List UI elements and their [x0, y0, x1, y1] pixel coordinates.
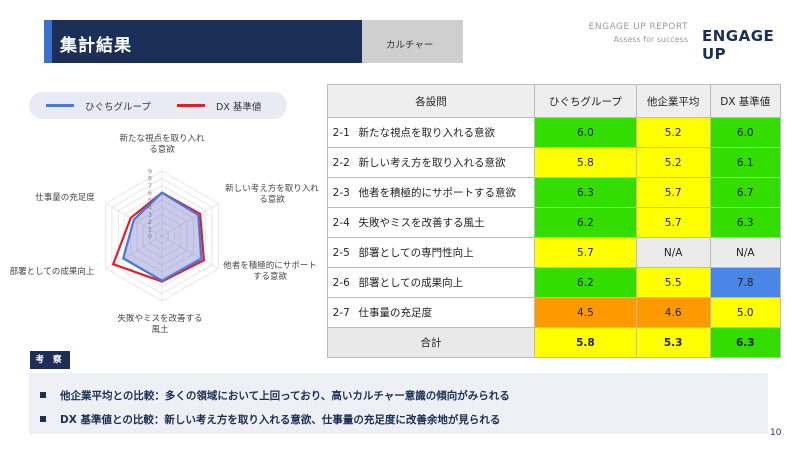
radar-tick-label: 0	[148, 233, 152, 241]
row-question: 失敗やミスを改善する風土	[354, 207, 535, 238]
value-group: 5.8	[534, 147, 637, 178]
section-tab	[362, 20, 463, 63]
radar-axis-label: 新しい考え方を取り入れ	[225, 183, 319, 194]
title-bar	[44, 20, 362, 63]
value-dx: 6.3	[709, 207, 782, 238]
score-table: 各設問 ひぐちグループ 他企業平均 DX 基準値 2-1 新たな視点を取り入れる意…	[327, 84, 782, 358]
total-value-group: 5.8	[534, 327, 637, 358]
radar-tick-label: 1	[148, 225, 152, 233]
insight-item: DX 基準値との比較：新しい考え方を取り入れる意欲、仕事量の充足度に改善余地が見…	[40, 412, 500, 427]
table-row: 2-6 部署としての成果向上 6.2 5.5 7.8	[327, 267, 782, 298]
value-group: 5.7	[534, 237, 637, 268]
value-dx: N/A	[709, 237, 782, 268]
value-average: 5.2	[635, 147, 711, 178]
insight-item: 他企業平均との比較：多くの領域において上回っており、高いカルチャー意識の傾向がみ…	[40, 388, 510, 403]
table-row: 2-3 他者を積極的にサポートする意欲 6.3 5.7 6.7	[327, 177, 782, 208]
row-question: 新しい考え方を取り入れる意欲	[354, 147, 535, 178]
row-number: 2-4	[327, 207, 355, 238]
row-question: 部署としての専門性向上	[354, 237, 535, 268]
radar-tick-label: 6	[148, 189, 152, 197]
total-value-dx: 6.3	[709, 327, 782, 358]
header-dx: DX 基準値	[709, 84, 782, 118]
insight-text: 他企業平均との比較：多くの領域において上回っており、高いカルチャー意識の傾向がみ…	[60, 390, 510, 402]
radar-chart: 0123456789新たな視点を取り入れる意欲新しい考え方を取り入れる意欲他者を…	[10, 133, 320, 335]
radar-tick-label: 8	[148, 175, 152, 183]
value-group: 6.2	[534, 267, 637, 298]
radar-axis-label: する意欲	[253, 271, 288, 282]
legend-label-series1: ひぐちグループ	[85, 102, 151, 113]
value-group: 4.5	[534, 297, 637, 328]
radar-axis-label: る意欲	[149, 144, 175, 155]
row-question: 部署としての成果向上	[354, 267, 535, 298]
radar-spoke	[105, 235, 163, 269]
radar-axis-label: 他者を積極的にサポート	[223, 260, 317, 271]
report-name: ENGAGE UP REPORT	[588, 22, 688, 32]
radar-tick-label: 3	[148, 211, 152, 219]
legend-line-series1	[46, 104, 74, 107]
row-question: 仕事量の充足度	[354, 297, 535, 328]
value-group: 6.3	[534, 177, 637, 208]
insight-text: DX 基準値との比較：新しい考え方を取り入れる意欲、仕事量の充足度に改善余地が見…	[60, 414, 501, 426]
radar-tick-label: 4	[148, 204, 152, 212]
radar-axis-label: 新たな視点を取り入れ	[119, 133, 205, 144]
table-row: 2-2 新しい考え方を取り入れる意欲 5.8 5.2 6.1	[327, 147, 782, 178]
value-dx: 6.0	[709, 117, 782, 148]
radar-axis-label: る意欲	[259, 194, 285, 205]
total-row: 合計 5.8 5.3 6.3	[327, 327, 782, 358]
radar-series-group	[121, 191, 203, 283]
value-average: 5.7	[635, 177, 711, 208]
header-average: 他企業平均	[635, 84, 711, 118]
radar-axis-label: 風土	[151, 324, 169, 335]
radar-spoke	[161, 203, 219, 237]
insight-label: 考 察	[30, 351, 70, 369]
radar-tick-label: 7	[148, 182, 152, 190]
row-number: 2-6	[327, 267, 355, 298]
table-row: 2-4 失敗やミスを改善する風土 6.2 5.7 6.3	[327, 207, 782, 238]
row-number: 2-5	[327, 237, 355, 268]
value-dx: 7.8	[709, 267, 782, 298]
radar-axis-label: 失敗やミスを改善する	[117, 313, 202, 324]
value-group: 6.0	[534, 117, 637, 148]
table-row: 2-5 部署としての専門性向上 5.7 N/A N/A	[327, 237, 782, 268]
table-header-row: 各設問 ひぐちグループ 他企業平均 DX 基準値	[327, 84, 782, 118]
value-average: 4.6	[635, 297, 711, 328]
table-row: 2-7 仕事量の充足度 4.5 4.6 5.0	[327, 297, 782, 328]
value-average: 5.5	[635, 267, 711, 298]
header-question: 各設問	[327, 84, 535, 118]
section-tab-label: カルチャー	[386, 40, 434, 51]
row-question: 新たな視点を取り入れる意欲	[354, 117, 535, 148]
radar-axis-label: 部署としての成果向上	[10, 266, 95, 277]
value-average: 5.2	[635, 117, 711, 148]
row-number: 2-2	[327, 147, 355, 178]
value-average: 5.7	[635, 207, 711, 238]
row-question: 他者を積極的にサポートする意欲	[354, 177, 535, 208]
value-dx: 6.7	[709, 177, 782, 208]
value-dx: 6.1	[709, 147, 782, 178]
total-label: 合計	[327, 327, 535, 358]
radar-tick-label: 5	[148, 196, 152, 204]
page-number: 10	[770, 428, 782, 438]
legend-line-series2	[177, 104, 205, 107]
insight-box	[29, 373, 768, 434]
bullet-icon	[40, 392, 46, 398]
row-number: 2-7	[327, 297, 355, 328]
radar-spoke	[161, 235, 219, 269]
report-subtitle: Assess for success	[613, 35, 688, 44]
header-group: ひぐちグループ	[534, 84, 637, 118]
value-dx: 5.0	[709, 297, 782, 328]
radar-tick-label: 9	[148, 168, 152, 176]
value-group: 6.2	[534, 207, 637, 238]
radar-tick-label: 2	[148, 218, 152, 226]
row-number: 2-1	[327, 117, 355, 148]
radar-axis-label: 仕事量の充足度	[35, 192, 95, 203]
row-number: 2-3	[327, 177, 355, 208]
bullet-icon	[40, 416, 46, 422]
total-value-average: 5.3	[635, 327, 711, 358]
page-title: 集計結果	[60, 36, 132, 56]
value-average: N/A	[635, 237, 711, 268]
brand-logo: ENGAGE UP	[702, 27, 775, 63]
title-accent	[44, 20, 52, 63]
table-row: 2-1 新たな視点を取り入れる意欲 6.0 5.2 6.0	[327, 117, 782, 148]
legend-label-series2: DX 基準値	[216, 102, 262, 113]
